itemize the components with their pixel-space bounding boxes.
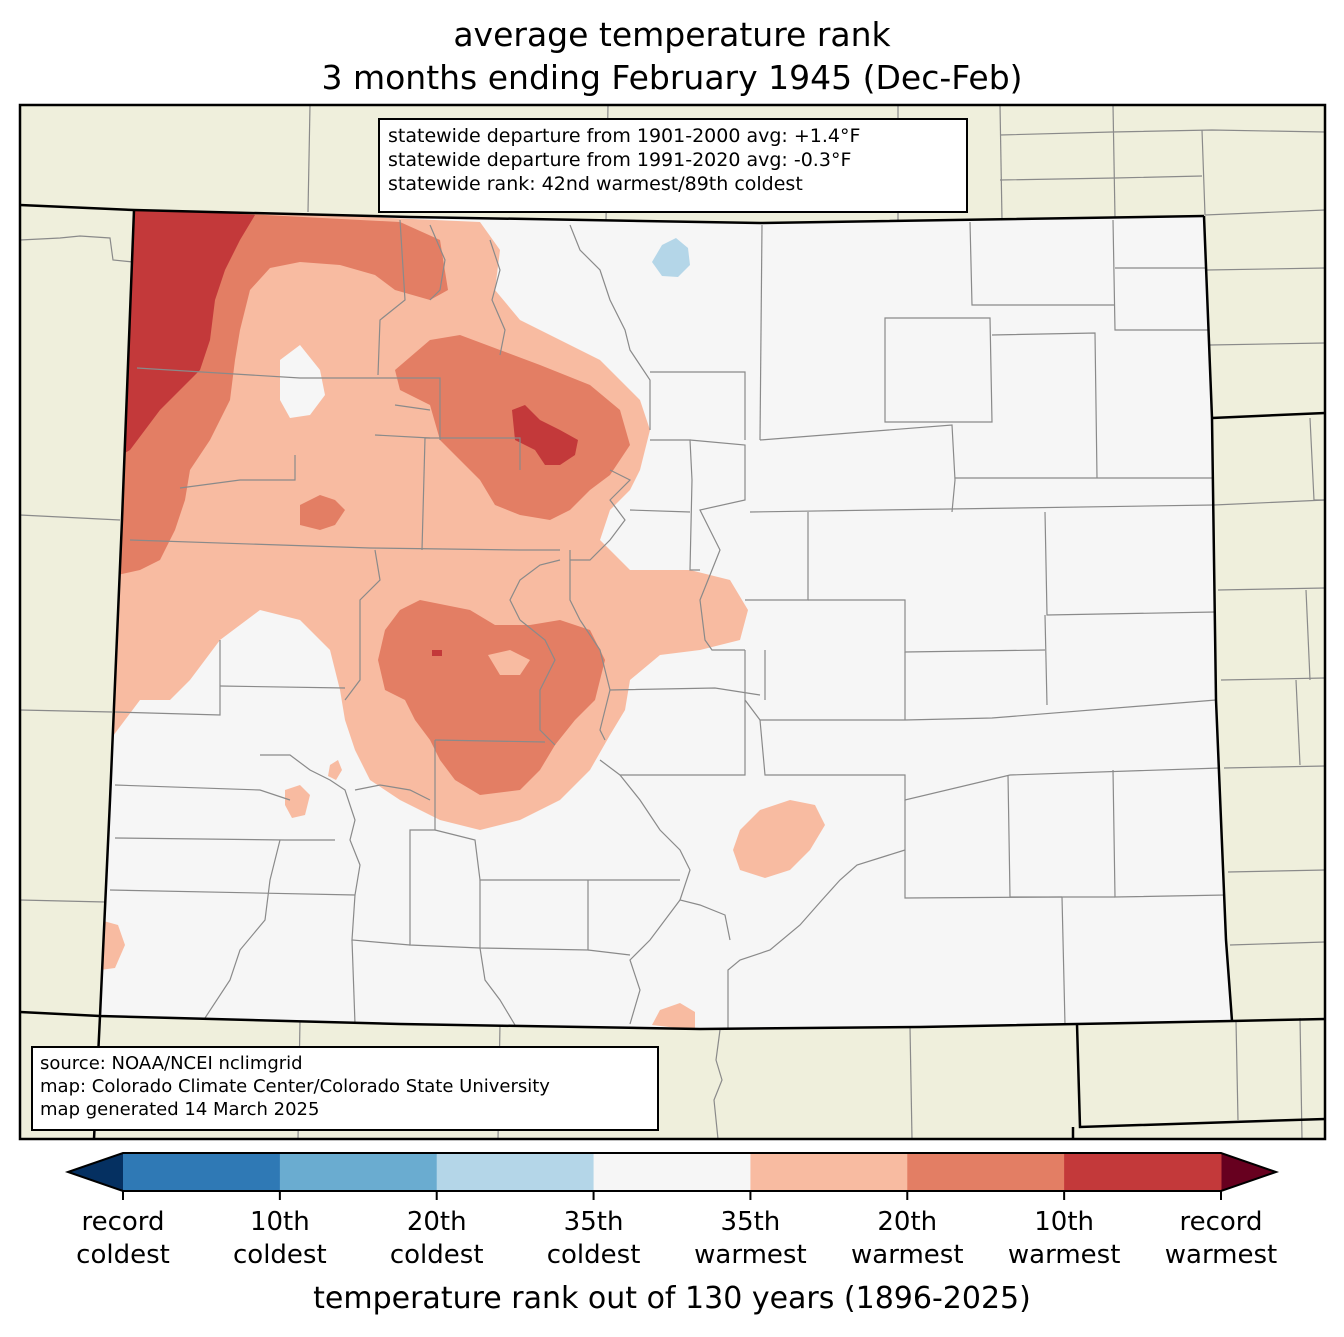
- colorbar-tick-label: 10th coldest: [200, 1206, 360, 1272]
- tick-label-line1: 35th: [563, 1207, 624, 1237]
- colorbar-title: temperature rank out of 130 years (1896-…: [313, 1281, 1031, 1316]
- near-normal-pocket: [280, 345, 325, 418]
- tick-label-line1: 10th: [1034, 1207, 1095, 1237]
- tick-label-line2: warmest: [694, 1240, 807, 1270]
- colorbar-tick-label: 35th warmest: [670, 1206, 830, 1272]
- colorbar-tick-label: record warmest: [1141, 1206, 1301, 1272]
- tick-label-line1: 35th: [720, 1207, 781, 1237]
- tick-label-line1: record: [1179, 1207, 1263, 1237]
- colorbar-tick-label: record coldest: [43, 1206, 203, 1272]
- colorbar-tick-label: 20th coldest: [357, 1206, 517, 1272]
- tick-label-line2: warmest: [851, 1240, 964, 1270]
- stats-rank: statewide rank: 42nd warmest/89th coldes…: [388, 173, 803, 195]
- source-generated: map generated 14 March 2025: [40, 1099, 320, 1120]
- warm-20th-region-central: [395, 335, 630, 520]
- warm-35th-blob-south: [652, 1003, 695, 1029]
- stats-departure-1901-2000: statewide departure from 1901-2000 avg: …: [388, 125, 861, 147]
- colorbar-tick-label: 35th coldest: [514, 1206, 674, 1272]
- warm-35th-dot: [328, 760, 342, 780]
- map-frame: [18, 103, 1327, 1141]
- warm-35th-blob-east: [733, 800, 825, 878]
- tick-label-line2: warmest: [1007, 1240, 1121, 1270]
- warm-35th-pocket: [488, 650, 530, 675]
- tick-label-line2: coldest: [389, 1240, 484, 1270]
- map-subtitle: 3 months ending February 1945 (Dec-Feb): [321, 58, 1023, 97]
- warm-10th-spot: [432, 650, 442, 656]
- tick-label-line2: coldest: [546, 1240, 641, 1270]
- warm-35th-blob-corner: [100, 920, 125, 970]
- stats-departure-1991-2020: statewide departure from 1991-2020 avg: …: [388, 149, 852, 171]
- source-box: source: NOAA/NCEI nclimgrid map: Colorad…: [31, 1046, 659, 1131]
- county-lines: [109, 219, 1227, 1029]
- warm-10th-region-central: [512, 405, 578, 465]
- tick-label-line2: warmest: [1164, 1240, 1278, 1270]
- tick-label-line1: 20th: [877, 1207, 938, 1237]
- warm-10th-region-northwest: [100, 210, 255, 470]
- tick-label-line1: 10th: [249, 1207, 310, 1237]
- tick-label-line2: coldest: [76, 1240, 170, 1270]
- colorbar-tick-label: 10th warmest: [984, 1206, 1144, 1272]
- tick-label-line1: 20th: [406, 1207, 467, 1237]
- source-data: source: NOAA/NCEI nclimgrid: [40, 1053, 303, 1074]
- tick-label-line1: record: [81, 1207, 165, 1237]
- warm-35th-blob-southwest: [285, 785, 310, 818]
- cold-35th-blob: [652, 238, 690, 277]
- warm-20th-blob: [300, 495, 345, 530]
- map-frame-content: [20, 105, 1325, 1139]
- map-title: average temperature rank: [453, 15, 891, 54]
- statewide-stats-box: statewide departure from 1901-2000 avg: …: [378, 118, 968, 213]
- colorado-interior: [100, 210, 1232, 1029]
- tick-label-line2: coldest: [233, 1240, 327, 1270]
- source-map: map: Colorado Climate Center/Colorado St…: [40, 1076, 550, 1097]
- colorbar-tick-label: 20th warmest: [827, 1206, 987, 1272]
